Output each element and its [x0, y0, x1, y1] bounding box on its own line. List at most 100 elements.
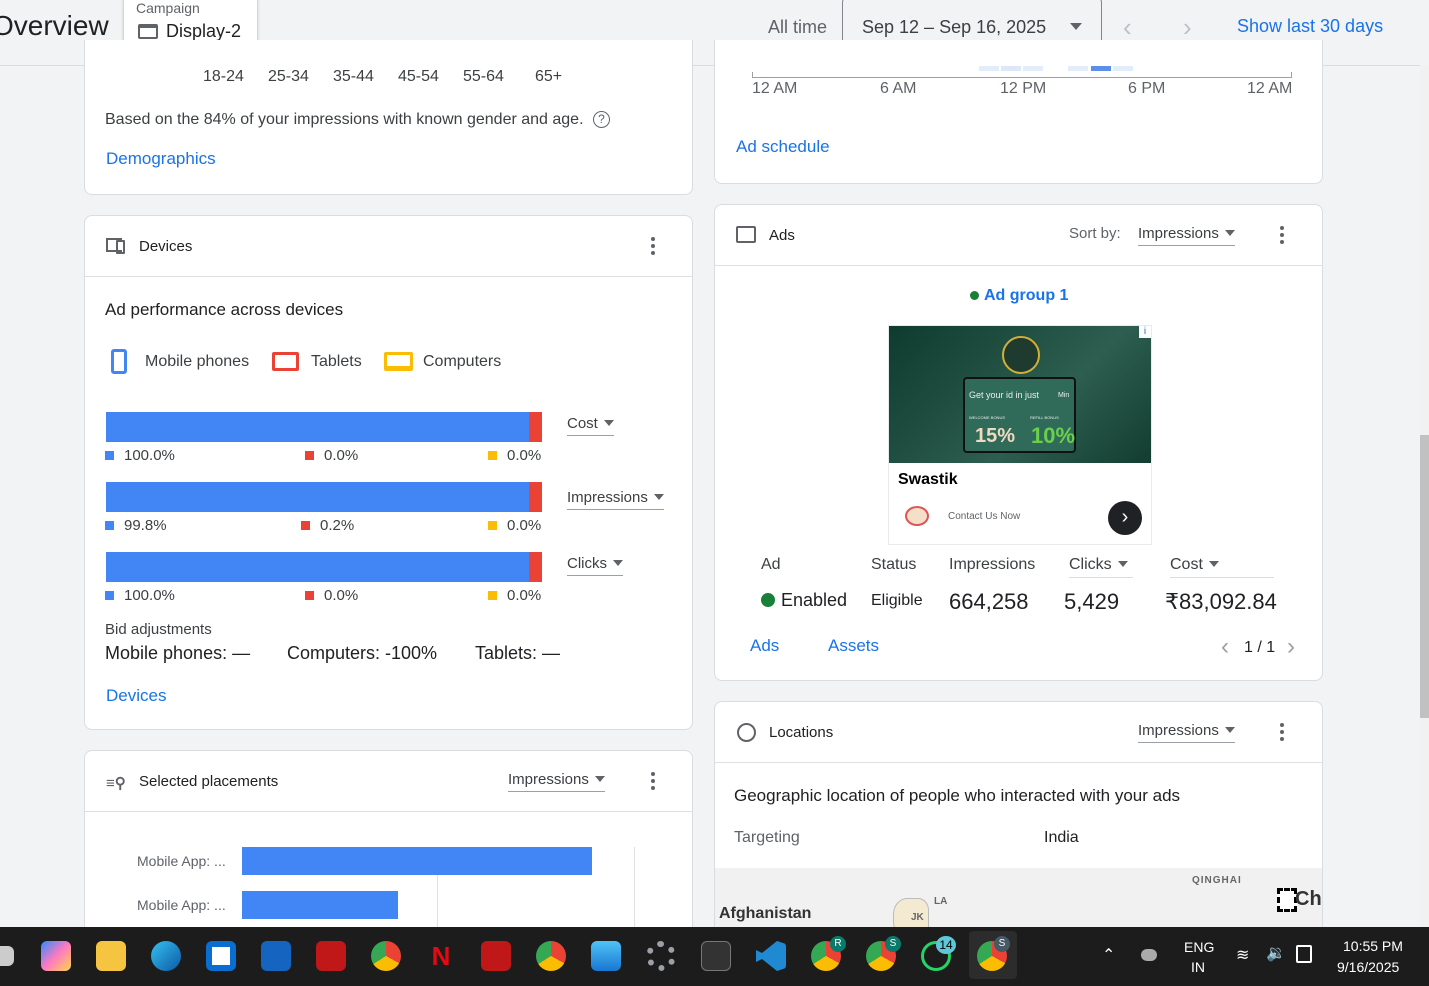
- photos-icon[interactable]: [591, 941, 621, 971]
- region-indicator[interactable]: IN: [1191, 959, 1205, 975]
- computers-share: 0.0%: [488, 517, 541, 534]
- locations-title: Locations: [769, 724, 834, 741]
- chrome-icon[interactable]: [536, 941, 566, 971]
- placement-bar: [242, 891, 398, 919]
- assets-link[interactable]: Assets: [828, 636, 880, 655]
- time-axis: [752, 72, 1292, 78]
- onedrive-error-icon[interactable]: [1141, 949, 1157, 961]
- next-period-icon[interactable]: ›: [1183, 12, 1192, 42]
- terminal-icon[interactable]: [701, 941, 731, 971]
- ads-column-header[interactable]: Cost: [1170, 556, 1274, 578]
- ads-column-header[interactable]: Clicks: [1069, 556, 1133, 578]
- targeting-label: Targeting: [734, 829, 800, 846]
- ad-image: Get your id in just Min WELCOME BONUS RE…: [889, 326, 1151, 463]
- ad-impressions: 664,258: [949, 589, 1029, 614]
- enabled-status: Enabled: [761, 590, 847, 611]
- gridline: [634, 847, 635, 949]
- clock-time[interactable]: 10:55 PM: [1343, 938, 1403, 954]
- metric-dropdown[interactable]: Cost: [567, 415, 614, 436]
- metric-dropdown[interactable]: Impressions: [567, 489, 664, 510]
- mcafee-icon[interactable]: [316, 941, 346, 971]
- ads-header: Ads Sort by: Impressions: [715, 205, 1322, 266]
- more-options-icon[interactable]: [651, 237, 655, 258]
- previous-period-icon[interactable]: ‹: [1123, 12, 1132, 42]
- vscode-icon[interactable]: [756, 941, 786, 971]
- demographics-link[interactable]: Demographics: [106, 149, 216, 168]
- locations-sort-dropdown[interactable]: Impressions: [1138, 722, 1235, 743]
- clock-date[interactable]: 9/16/2025: [1337, 959, 1400, 975]
- time-tick: 6 PM: [1128, 80, 1166, 97]
- profile-badge: S: [994, 936, 1010, 952]
- heatmap-cell: [1001, 66, 1021, 71]
- bid-tablets: Tablets: —: [475, 643, 561, 663]
- map-label: JK: [911, 912, 924, 923]
- offer-min: Min: [1058, 392, 1070, 399]
- ad-group-link[interactable]: Ad group 1: [970, 287, 1068, 305]
- ad-clicks: 5,429: [1064, 589, 1120, 614]
- campaign-selector[interactable]: Campaign Display-2: [124, 0, 257, 51]
- ad-schedule-link[interactable]: Ad schedule: [736, 137, 830, 156]
- mcafee-icon[interactable]: [481, 941, 511, 971]
- offer-headline: Get your id in just: [969, 390, 1040, 400]
- placement-label: Mobile App: ...: [137, 897, 226, 913]
- language-indicator[interactable]: ENG: [1184, 939, 1215, 955]
- volume-icon[interactable]: 🔉: [1266, 945, 1286, 962]
- age-tick: 35-44: [333, 68, 374, 85]
- welcome-bonus-label: WELCOME BONUS: [969, 415, 1006, 420]
- welcome-bonus-value: 15%: [975, 425, 1016, 447]
- pager-next-icon[interactable]: ›: [1287, 633, 1295, 660]
- edge-icon[interactable]: [151, 941, 181, 971]
- cta-arrow-icon[interactable]: ›: [1108, 501, 1142, 535]
- age-tick: 45-54: [398, 68, 439, 85]
- sort-by-label: Sort by:: [1069, 225, 1121, 242]
- swastik-logo: [1002, 336, 1040, 374]
- all-time-label: All time: [768, 17, 828, 37]
- devices-link[interactable]: Devices: [106, 686, 167, 705]
- netflix-icon[interactable]: N: [431, 941, 451, 971]
- age-axis: 18-24 25-34 35-44 45-54 55-64 65+: [203, 68, 583, 86]
- show-hidden-icons[interactable]: ⌃: [1102, 947, 1116, 964]
- legend-mobile: Mobile phones: [111, 349, 249, 374]
- battery-icon[interactable]: [1296, 945, 1312, 963]
- locations-subtitle: Geographic location of people who intera…: [734, 786, 1181, 805]
- store-icon[interactable]: [206, 941, 236, 971]
- pager-prev-icon[interactable]: ‹: [1221, 633, 1229, 660]
- profile-badge: S: [885, 936, 901, 952]
- help-icon[interactable]: ?: [593, 111, 610, 128]
- metric-dropdown[interactable]: Clicks: [567, 555, 623, 576]
- ads-link[interactable]: Ads: [750, 636, 780, 655]
- bid-computers: Computers: -100%: [287, 643, 438, 663]
- page-scrollbar[interactable]: [1420, 66, 1429, 927]
- fullscreen-icon[interactable]: [1277, 888, 1297, 912]
- more-options-icon[interactable]: [1280, 226, 1284, 247]
- brand-logo: [905, 506, 929, 526]
- show-last-30-days-link[interactable]: Show last 30 days: [1237, 16, 1384, 36]
- legend-computers: Computers: [384, 352, 501, 371]
- ads-card: Ads Sort by: Impressions Ad group 1 Get …: [714, 204, 1323, 681]
- copilot-icon[interactable]: [41, 941, 71, 971]
- time-tick: 12 PM: [1000, 80, 1047, 97]
- campaign-label: Campaign: [136, 0, 200, 16]
- tablets-share: 0.2%: [301, 517, 354, 534]
- targeting-value: India: [1044, 829, 1079, 846]
- chrome-icon[interactable]: [371, 941, 401, 971]
- wifi-icon[interactable]: ≋: [1236, 947, 1250, 964]
- mobile-bar-segment: [106, 412, 529, 442]
- ad-preview[interactable]: Get your id in just Min WELCOME BONUS RE…: [888, 325, 1152, 545]
- mobile-share: 99.8%: [105, 517, 167, 534]
- scrollbar-thumb[interactable]: [1420, 435, 1429, 718]
- settings-icon[interactable]: [646, 941, 676, 971]
- tablets-bar-segment: [529, 482, 542, 512]
- file-explorer-icon[interactable]: [96, 941, 126, 971]
- more-options-icon[interactable]: [1280, 723, 1284, 744]
- ads-sort-dropdown[interactable]: Impressions: [1138, 225, 1235, 246]
- notification-badge: 14: [936, 936, 956, 954]
- taskbar-app-icon[interactable]: [0, 946, 14, 966]
- app-icon[interactable]: [261, 941, 291, 971]
- devices-subtitle: Ad performance across devices: [105, 300, 344, 319]
- status-dot-icon: [970, 291, 979, 300]
- ad-info-icon[interactable]: i: [1139, 326, 1151, 338]
- more-options-icon[interactable]: [651, 772, 655, 793]
- mobile-phone-icon: [111, 349, 127, 374]
- placements-sort-dropdown[interactable]: Impressions: [508, 771, 605, 792]
